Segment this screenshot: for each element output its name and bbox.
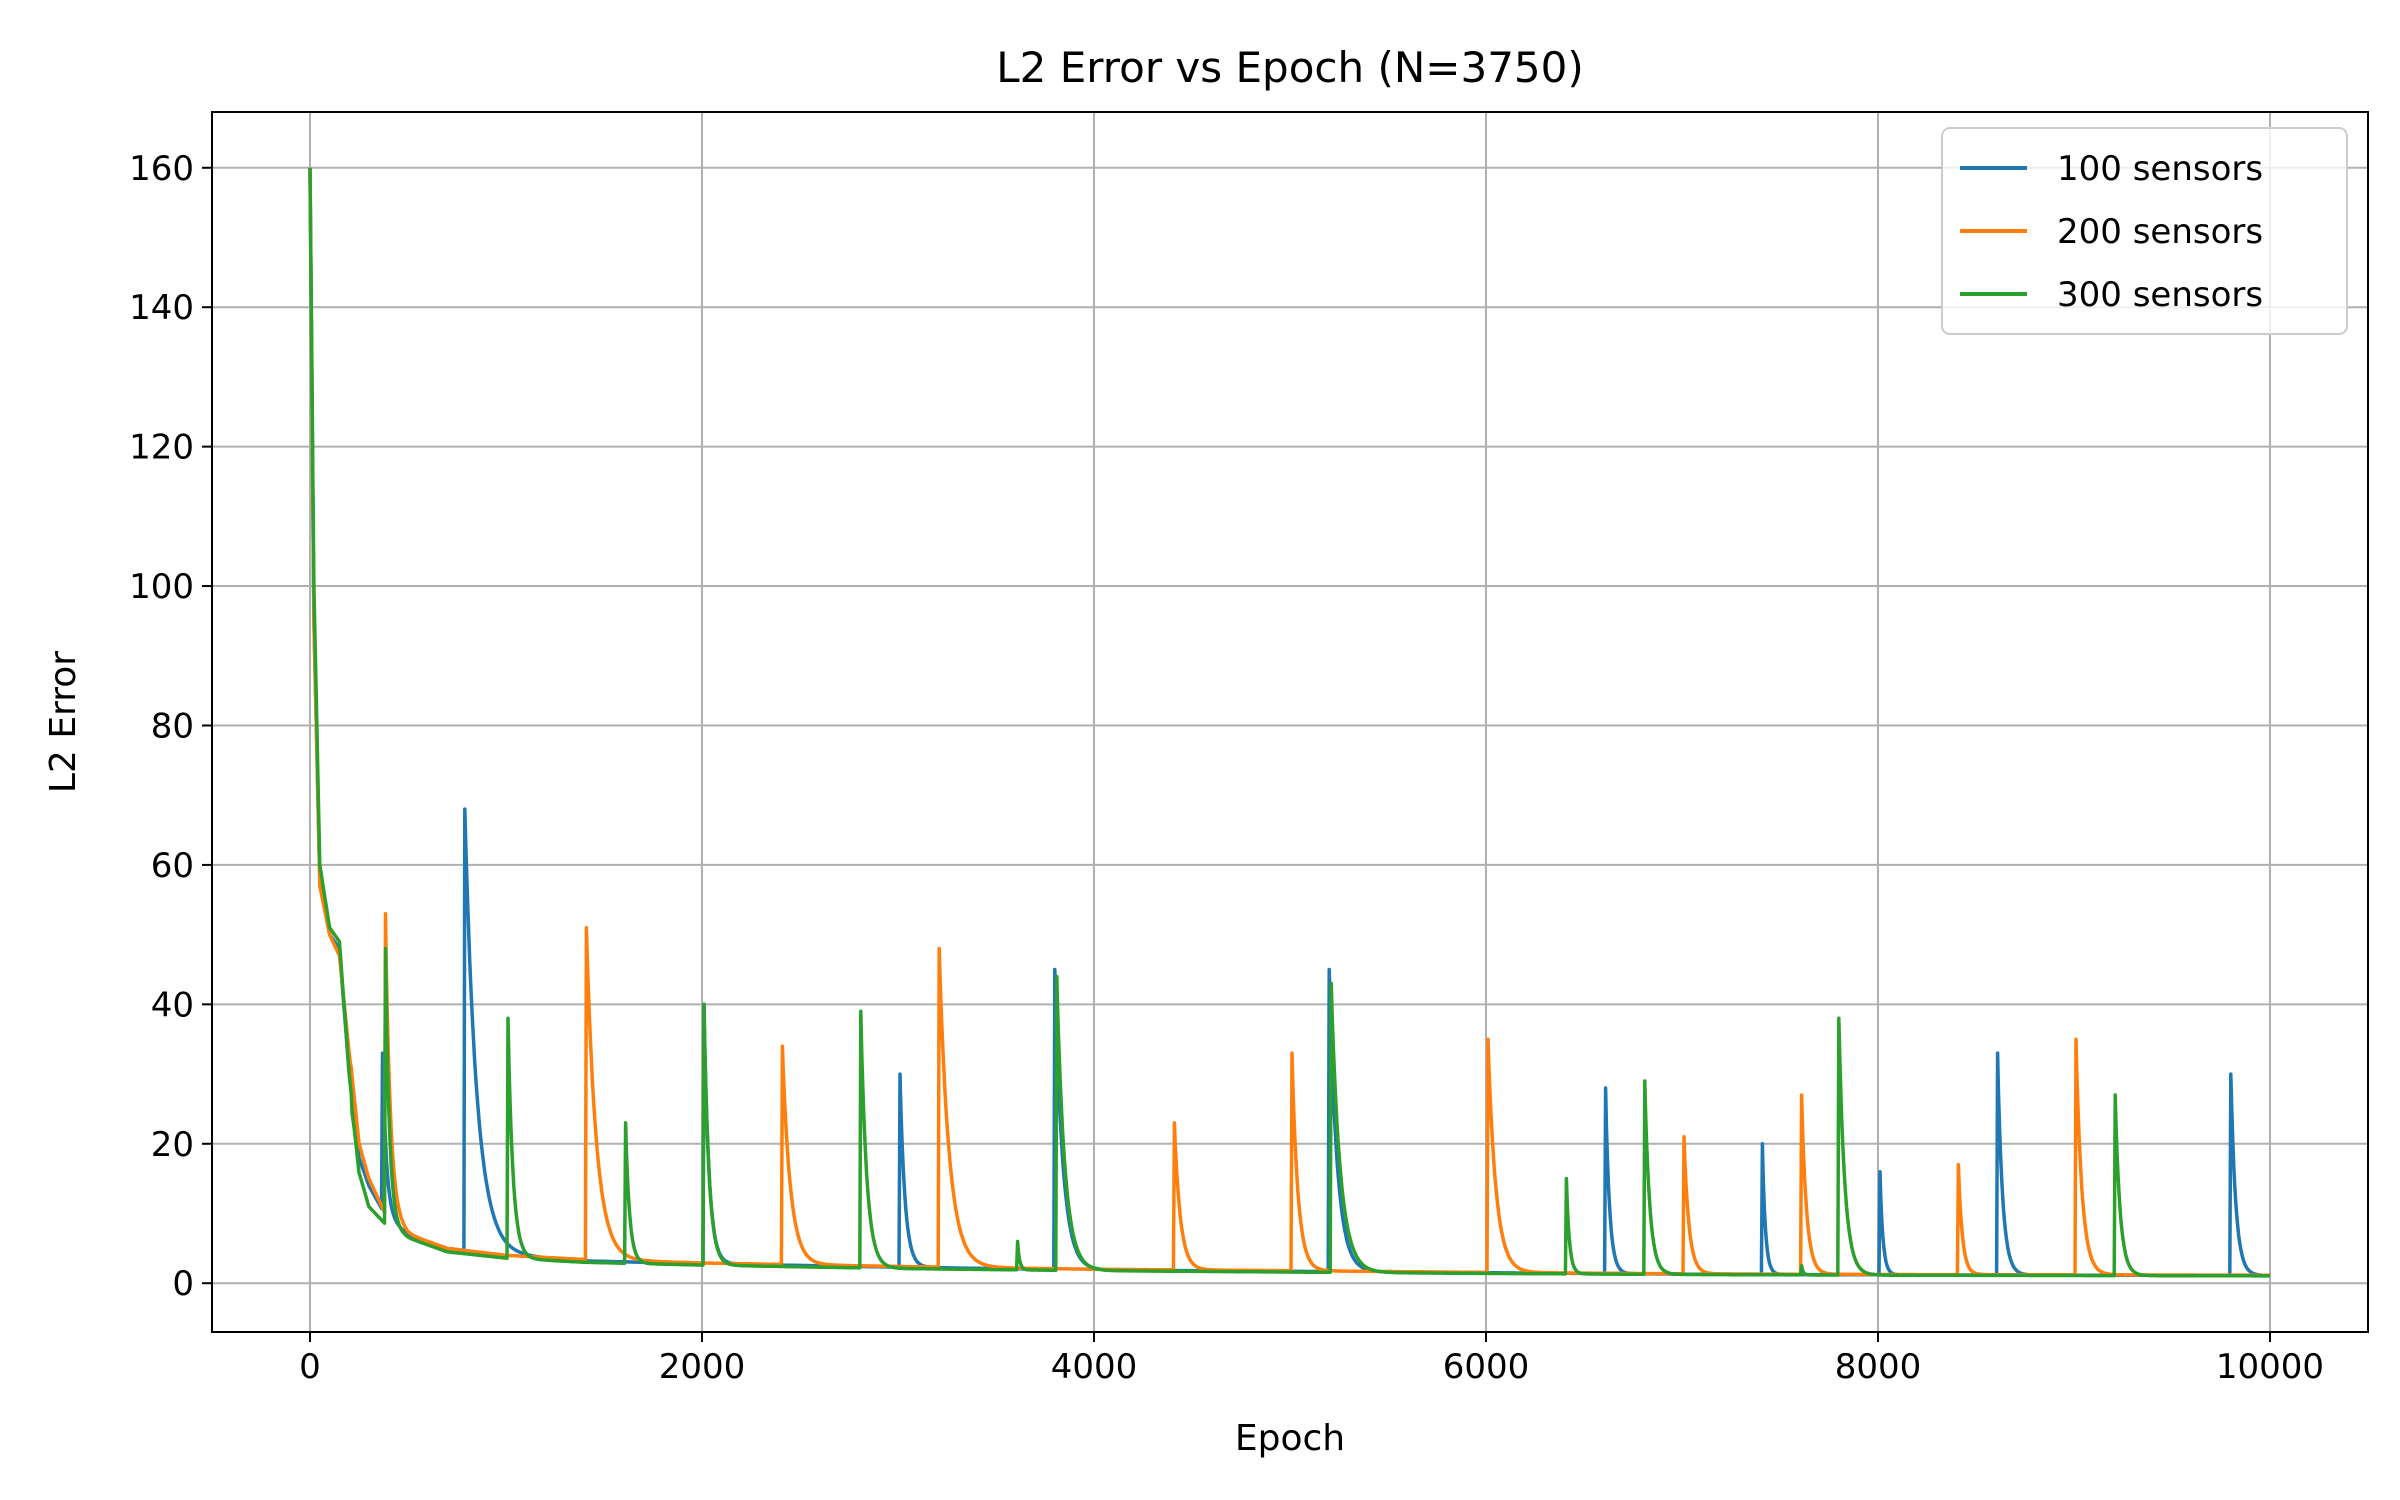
x-tick-label: 10000 [2216,1347,2324,1387]
series-line-3 [308,167,2271,1278]
x-axis-label: Epoch [1235,1418,1345,1459]
y-tick-label: 0 [172,1264,194,1304]
legend-label: 200 sensors [2057,212,2263,252]
plot-frame [211,111,2369,1333]
legend-box [1941,127,2348,335]
y-tick-label: 60 [151,846,194,886]
y-tick-label: 140 [129,288,194,328]
axis-ticks: 0 2000 4000 6000 8000 10000 0 20 40 60 80 100 120 140… [129,149,2324,1387]
chart-title: L2 Error vs Epoch (N=3750) [996,43,1584,92]
x-tick-label: 8000 [1835,1347,1922,1387]
y-axis-label: L2 Error [43,651,84,793]
x-tick-label: 6000 [1443,1347,1530,1387]
y-tick-label: 40 [151,985,194,1025]
y-tick-label: 80 [151,706,194,746]
legend-label: 300 sensors [2057,275,2263,315]
y-tick-label: 160 [129,149,194,189]
grid [212,112,2368,1332]
x-tick-label: 4000 [1051,1347,1138,1387]
y-tick-label: 120 [129,428,194,468]
x-tick-label: 0 [299,1347,321,1387]
y-tick-label: 100 [129,567,194,607]
series-lines [308,167,2271,1278]
legend: 100 sensors 200 sensors 300 sensors [1941,127,2348,335]
y-tick-label: 20 [151,1125,194,1165]
x-tick-label: 2000 [659,1347,746,1387]
legend-label: 100 sensors [2057,149,2263,189]
